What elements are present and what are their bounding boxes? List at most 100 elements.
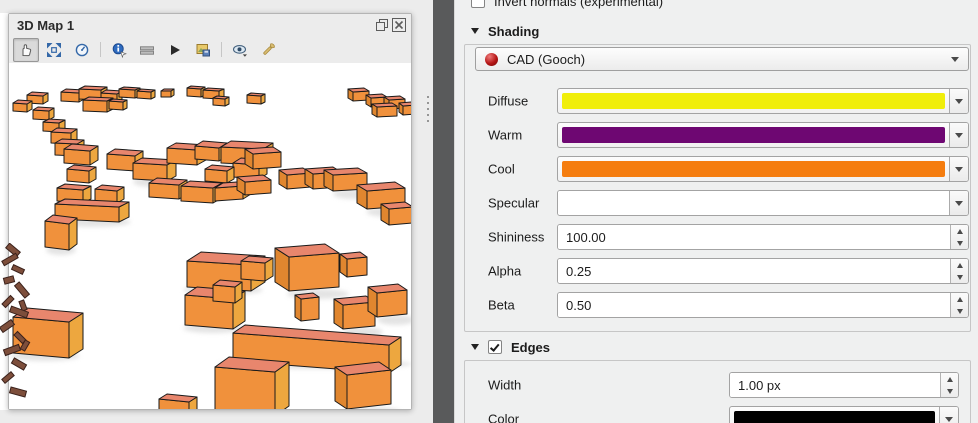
edge-width-value[interactable]: 1.00 px bbox=[730, 373, 940, 397]
specular-color-swatch bbox=[562, 195, 945, 211]
diffuse-color-dropdown[interactable] bbox=[949, 89, 968, 113]
edge-color-label: Color bbox=[488, 411, 520, 423]
arrow-down-icon bbox=[946, 388, 953, 394]
edge-color-row: Color bbox=[455, 406, 978, 423]
toolbar-separator bbox=[100, 42, 101, 57]
zoom-full-icon bbox=[47, 42, 61, 57]
save-as-image-button[interactable] bbox=[190, 38, 216, 62]
edge-color-button[interactable] bbox=[729, 406, 959, 423]
diffuse-color-swatch bbox=[562, 93, 945, 109]
edges-section-header[interactable]: Edges bbox=[471, 338, 550, 356]
collapse-arrow-icon bbox=[471, 28, 479, 34]
specular-label: Specular bbox=[488, 195, 540, 211]
arrow-down-icon bbox=[956, 240, 963, 246]
measure-line-button[interactable] bbox=[134, 38, 160, 62]
edge-width-row: Width 1.00 px bbox=[455, 372, 978, 398]
animations-button[interactable] bbox=[162, 38, 188, 62]
rotate-camera-icon bbox=[75, 43, 89, 56]
warm-color-dropdown[interactable] bbox=[949, 123, 968, 147]
color-swatch-body bbox=[730, 407, 939, 423]
play-icon bbox=[171, 44, 180, 55]
pan-hand-icon bbox=[22, 43, 32, 56]
spin-buttons bbox=[950, 225, 968, 249]
edge-color-swatch bbox=[734, 411, 935, 423]
color-swatch-body bbox=[558, 191, 949, 215]
shading-section-header[interactable]: Shading bbox=[471, 22, 539, 40]
invert-normals-label: Invert normals (experimental) bbox=[494, 0, 664, 9]
wrench-icon bbox=[263, 42, 275, 55]
identify-icon bbox=[112, 42, 127, 58]
chevron-down-icon bbox=[955, 166, 963, 172]
edges-checkbox[interactable] bbox=[488, 340, 502, 354]
specular-color-dropdown[interactable] bbox=[949, 191, 968, 215]
alpha-spinbox[interactable]: 0.25 bbox=[557, 258, 969, 284]
3d-config-panel: Invert normals (experimental) Shading CA… bbox=[454, 0, 978, 423]
diffuse-row: Diffuse bbox=[455, 88, 978, 114]
spin-down-button[interactable] bbox=[941, 385, 958, 397]
3d-map-viewport[interactable] bbox=[9, 63, 411, 409]
spin-down-button[interactable] bbox=[951, 237, 968, 249]
chevron-down-icon bbox=[945, 416, 953, 422]
zoom-full-button[interactable] bbox=[41, 38, 67, 62]
warm-row: Warm bbox=[455, 122, 978, 148]
identify-button[interactable] bbox=[106, 38, 132, 62]
diffuse-color-button[interactable] bbox=[557, 88, 969, 114]
rotate-camera-button[interactable] bbox=[69, 38, 95, 62]
spin-down-button[interactable] bbox=[951, 271, 968, 283]
invert-normals-checkbox[interactable] bbox=[471, 0, 485, 8]
shininess-row: Shininess 100.00 bbox=[455, 224, 978, 250]
spin-up-button[interactable] bbox=[951, 293, 968, 305]
arrow-down-icon bbox=[956, 308, 963, 314]
measure-line-icon bbox=[140, 45, 154, 55]
material-sphere-icon bbox=[485, 52, 498, 66]
shading-group-frame bbox=[464, 44, 971, 332]
3d-buildings-scene bbox=[10, 85, 411, 409]
shininess-spinbox[interactable]: 100.00 bbox=[557, 224, 969, 250]
cool-color-button[interactable] bbox=[557, 156, 969, 182]
save-image-icon bbox=[196, 43, 210, 56]
specular-color-button[interactable] bbox=[557, 190, 969, 216]
edge-color-dropdown[interactable] bbox=[939, 407, 958, 423]
alpha-row: Alpha 0.25 bbox=[455, 258, 978, 284]
beta-row: Beta 0.50 bbox=[455, 292, 978, 318]
spin-up-button[interactable] bbox=[951, 225, 968, 237]
spin-down-button[interactable] bbox=[951, 305, 968, 317]
close-window-button[interactable] bbox=[392, 18, 406, 32]
3d-map-titlebar[interactable]: 3D Map 1 bbox=[9, 14, 411, 36]
float-window-icon bbox=[376, 19, 388, 31]
beta-value[interactable]: 0.50 bbox=[558, 293, 950, 317]
edges-header-label: Edges bbox=[511, 339, 551, 355]
arrow-down-icon bbox=[956, 274, 963, 280]
2d-footprints-debris bbox=[0, 243, 31, 398]
color-swatch-body bbox=[558, 89, 949, 113]
diffuse-label: Diffuse bbox=[488, 93, 529, 109]
chevron-down-icon bbox=[955, 200, 963, 206]
shading-header-label: Shading bbox=[488, 23, 540, 39]
dock-splitter-handle[interactable] bbox=[427, 96, 429, 123]
beta-spinbox[interactable]: 0.50 bbox=[557, 292, 969, 318]
beta-label: Beta bbox=[488, 297, 515, 313]
shininess-value[interactable]: 100.00 bbox=[558, 225, 950, 249]
alpha-value[interactable]: 0.25 bbox=[558, 259, 950, 283]
cool-row: Cool bbox=[455, 156, 978, 182]
spin-up-button[interactable] bbox=[951, 259, 968, 271]
cool-color-dropdown[interactable] bbox=[949, 157, 968, 181]
arrow-up-icon bbox=[956, 262, 963, 268]
spin-buttons bbox=[940, 373, 958, 397]
configure-button[interactable] bbox=[255, 38, 281, 62]
pan-camera-button[interactable] bbox=[13, 37, 39, 62]
chevron-down-icon bbox=[951, 56, 959, 62]
toolbar-separator bbox=[221, 42, 222, 57]
shading-technique-combobox[interactable]: CAD (Gooch) bbox=[475, 47, 969, 71]
chevron-down-icon bbox=[955, 132, 963, 138]
color-swatch-body bbox=[558, 123, 949, 147]
spin-up-button[interactable] bbox=[941, 373, 958, 385]
float-window-button[interactable] bbox=[375, 18, 389, 32]
color-swatch-body bbox=[558, 157, 949, 181]
invert-normals-row[interactable]: Invert normals (experimental) bbox=[471, 0, 663, 11]
warm-color-button[interactable] bbox=[557, 122, 969, 148]
edge-width-spinbox[interactable]: 1.00 px bbox=[729, 372, 959, 398]
edges-group-frame bbox=[464, 360, 971, 423]
camera-visibility-button[interactable] bbox=[227, 38, 253, 62]
